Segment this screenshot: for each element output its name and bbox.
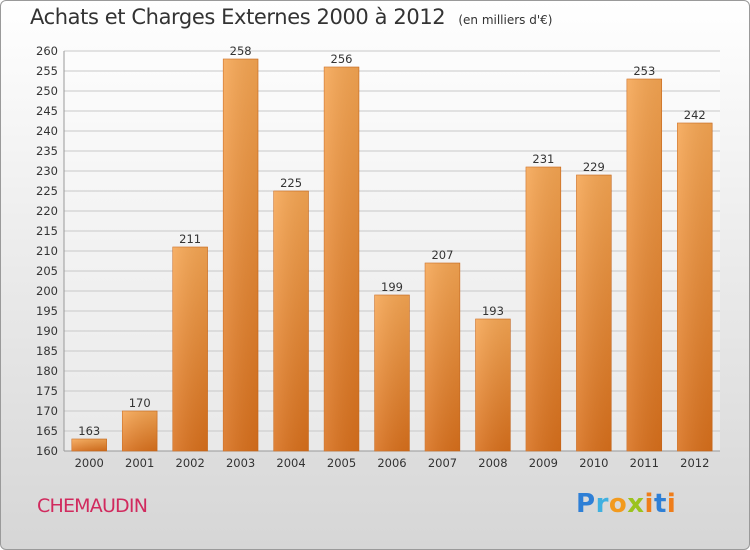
bar-shade <box>122 411 158 451</box>
bar-shade <box>677 123 713 451</box>
x-tick-label: 2002 <box>176 456 205 470</box>
y-tick-label: 200 <box>36 284 58 298</box>
y-tick-label: 255 <box>36 64 58 78</box>
y-tick-label: 235 <box>36 144 58 158</box>
x-axis: 2000 2001 2002 2003 2004 2005 2006 2007 2008 2009… <box>75 456 710 470</box>
bar-shade <box>576 175 612 451</box>
x-tick-label: 2003 <box>226 456 255 470</box>
proxiti-logo: Proxiti <box>576 489 677 519</box>
y-tick-label: 175 <box>36 384 58 398</box>
y-tick-label: 220 <box>36 204 58 218</box>
x-tick-label: 2010 <box>579 456 608 470</box>
x-tick-label: 2006 <box>377 456 406 470</box>
bar-shade <box>273 191 309 451</box>
data-label: 256 <box>331 52 353 66</box>
data-label: 207 <box>431 248 453 262</box>
y-tick-label: 170 <box>36 404 58 418</box>
y-tick-label: 210 <box>36 244 58 258</box>
bar-shade <box>223 59 259 451</box>
chart-subtitle: (en milliers d'€) <box>458 13 553 27</box>
data-label: 163 <box>78 424 100 438</box>
data-label: 253 <box>633 64 655 78</box>
x-tick-label: 2011 <box>630 456 659 470</box>
bar-shade <box>475 319 511 451</box>
data-label: 258 <box>230 44 252 58</box>
bar-shade <box>626 79 662 451</box>
data-label: 193 <box>482 304 504 318</box>
data-label: 199 <box>381 280 403 294</box>
y-tick-label: 260 <box>36 44 58 58</box>
data-label: 225 <box>280 176 302 190</box>
x-tick-label: 2000 <box>75 456 104 470</box>
data-label: 170 <box>129 396 151 410</box>
x-tick-label: 2001 <box>125 456 154 470</box>
y-tick-label: 240 <box>36 124 58 138</box>
y-tick-label: 160 <box>36 444 58 458</box>
bars: 163 170 211 258 225 256 199 207 193 231 229 253 242 <box>71 44 713 452</box>
y-tick-label: 245 <box>36 104 58 118</box>
chart-title: Achats et Charges Externes 2000 à 2012 <box>30 5 446 29</box>
data-label: 211 <box>179 232 201 246</box>
data-label: 231 <box>532 152 554 166</box>
x-tick-label: 2008 <box>478 456 507 470</box>
bar-shade <box>525 167 561 451</box>
y-tick-label: 185 <box>36 344 58 358</box>
y-tick-label: 180 <box>36 364 58 378</box>
place-name: CHEMAUDIN <box>37 495 148 517</box>
bar-shade <box>172 247 208 451</box>
title-row: Achats et Charges Externes 2000 à 2012 (… <box>30 5 552 29</box>
y-tick-label: 195 <box>36 304 58 318</box>
y-tick-label: 205 <box>36 264 58 278</box>
bar-shade <box>71 439 107 451</box>
y-tick-label: 225 <box>36 184 58 198</box>
y-tick-label: 215 <box>36 224 58 238</box>
data-label: 229 <box>583 160 605 174</box>
y-tick-label: 250 <box>36 84 58 98</box>
x-tick-label: 2007 <box>428 456 457 470</box>
x-tick-label: 2005 <box>327 456 356 470</box>
x-tick-label: 2004 <box>276 456 305 470</box>
x-tick-label: 2012 <box>680 456 709 470</box>
data-label: 242 <box>684 108 706 122</box>
y-tick-label: 230 <box>36 164 58 178</box>
y-tick-label: 165 <box>36 424 58 438</box>
y-tick-label: 190 <box>36 324 58 338</box>
x-tick-label: 2009 <box>529 456 558 470</box>
bar-shade <box>425 263 460 451</box>
bar-shade <box>324 67 359 451</box>
bar-shade <box>374 295 410 451</box>
